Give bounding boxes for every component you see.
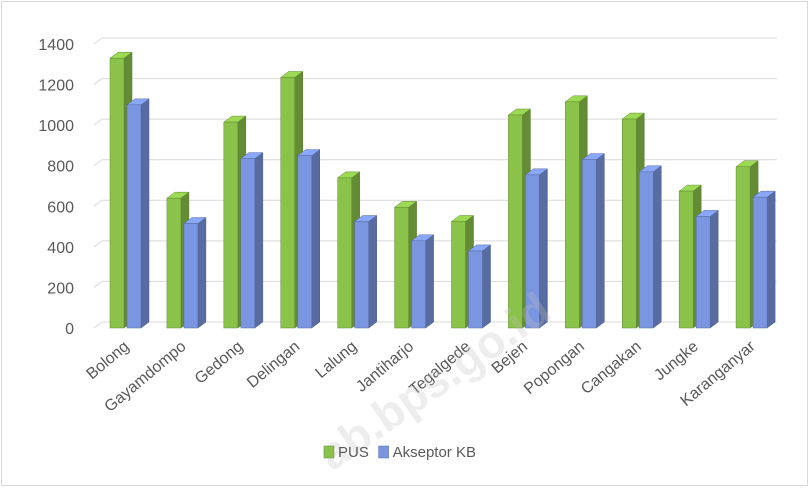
bar-pus (450, 215, 475, 329)
x-tick-label: Delingan (244, 338, 303, 392)
gridline-depth (93, 37, 103, 45)
gridline-depth (93, 281, 103, 288)
x-tick-label: Gedong (192, 338, 247, 388)
legend-item-pus: PUS (323, 444, 369, 461)
gridline-depth (93, 240, 103, 248)
bar-akseptor-kb (752, 190, 776, 329)
legend-label: Akseptor KB (393, 444, 476, 461)
bar-akseptor-kb (183, 217, 207, 329)
bar-akseptor-kb (524, 168, 549, 329)
bar-akseptor-kb (410, 234, 435, 329)
bar-akseptor-kb (467, 244, 492, 329)
y-tick-label: 800 (47, 159, 74, 176)
bar-akseptor-kb (695, 209, 719, 329)
bar-akseptor-kb (126, 98, 150, 329)
x-tick-label: Cangakan (578, 338, 645, 398)
x-tick-label: Lalung (313, 338, 361, 382)
x-tick-label: Bolong (83, 338, 132, 383)
gridline-depth (93, 199, 103, 207)
legend-label: PUS (338, 444, 369, 461)
legend-item-akseptor-kb: Akseptor KB (378, 444, 476, 461)
bar-akseptor-kb (353, 215, 378, 329)
gridline-depth (93, 78, 103, 85)
y-tick-label: 400 (47, 240, 74, 257)
y-tick-label: 1200 (38, 78, 74, 95)
bar-akseptor-kb (581, 153, 606, 329)
bar-akseptor-kb (638, 165, 662, 329)
legend-swatch (323, 445, 335, 459)
y-axis-ticks: 0 200 400 600 800 1000 1200 1400 (38, 37, 74, 338)
y-tick-label: 0 (65, 321, 74, 338)
grid-layer (93, 37, 777, 329)
gridline-depth (93, 321, 103, 329)
x-tick-label: Jungke (651, 338, 702, 384)
bar-akseptor-kb (240, 152, 264, 329)
y-tick-label: 1400 (38, 37, 74, 54)
y-tick-label: 1000 (38, 118, 74, 135)
legend-swatch (378, 445, 389, 459)
bar-akseptor-kb (297, 149, 321, 329)
gridline-depth (93, 159, 103, 167)
y-tick-label: 200 (47, 280, 74, 297)
gridline-depth (93, 118, 103, 126)
legend: PUS Akseptor KB (323, 444, 476, 461)
x-tick-label: Popongan (521, 338, 588, 398)
bars (109, 51, 776, 329)
y-tick-label: 600 (47, 199, 74, 216)
